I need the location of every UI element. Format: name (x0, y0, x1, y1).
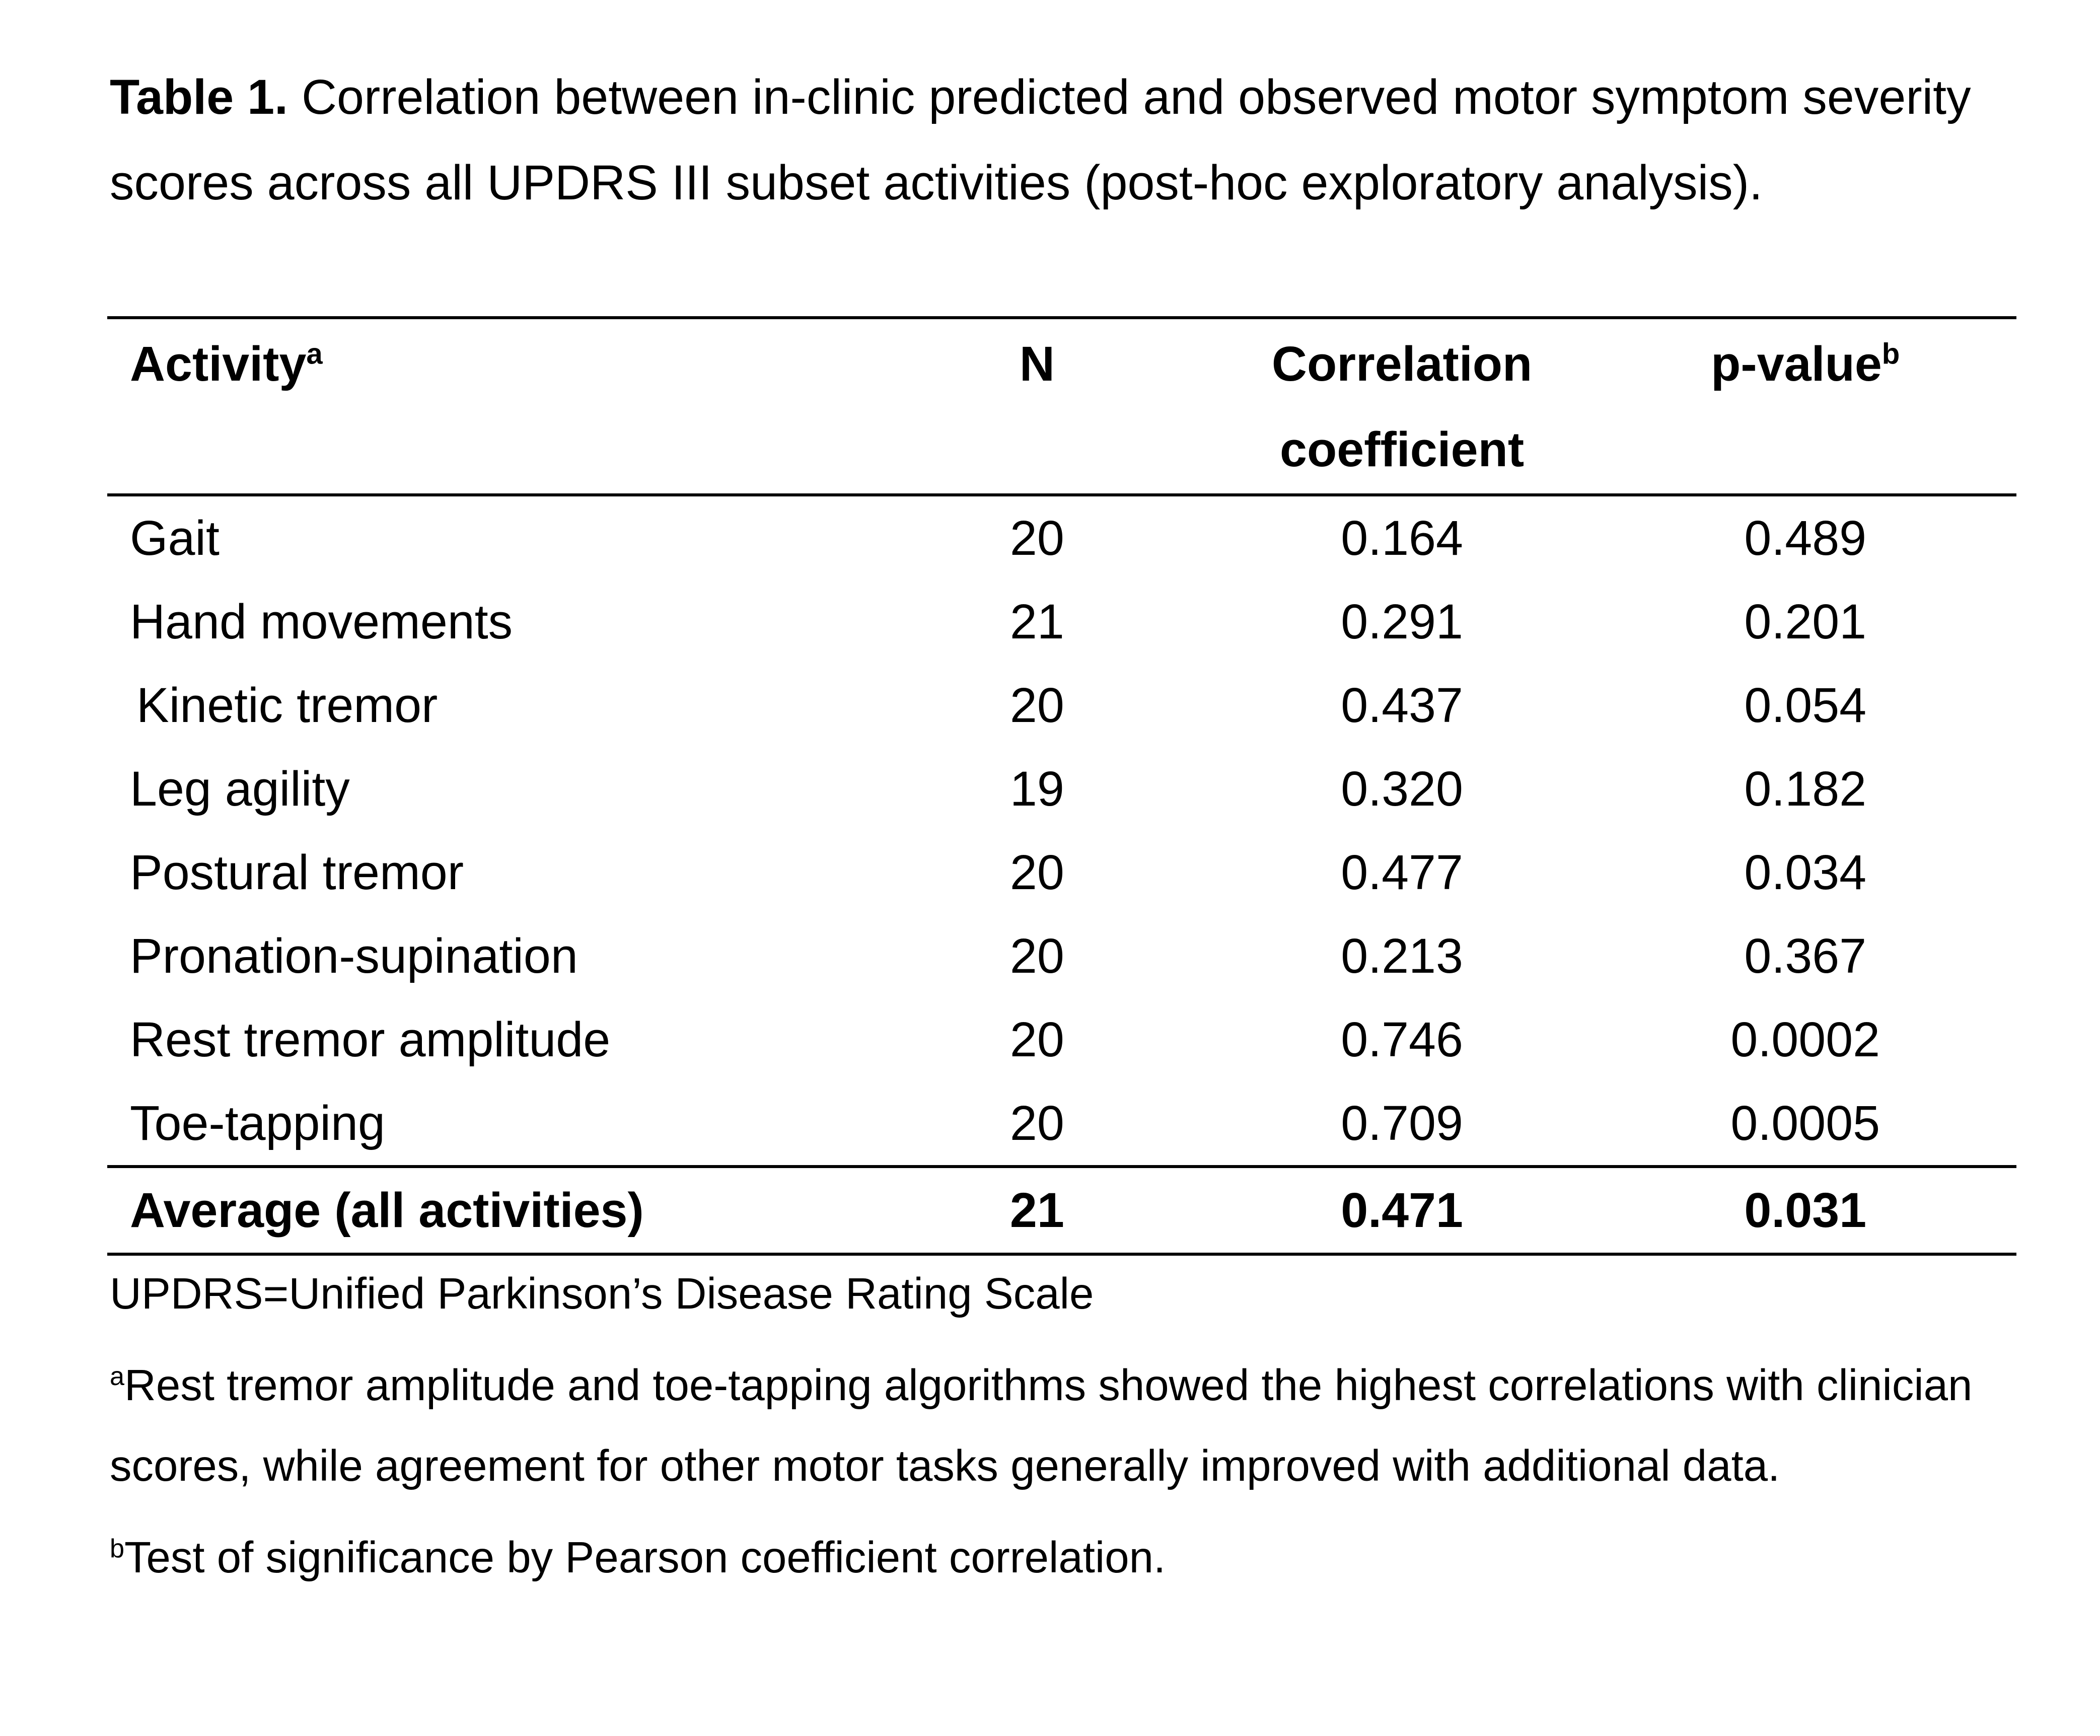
activity-cell: Hand movements (130, 594, 513, 649)
table-row: Gait 20 0.164 0.489 (107, 495, 2016, 580)
n-cell: 20 (1009, 845, 1064, 900)
footnote-a-text: Rest tremor amplitude and toe-tapping al… (110, 1361, 1973, 1490)
table-row: Kinetic tremor 20 0.437 0.054 (107, 664, 2016, 747)
p-value-cell: 0.182 (1744, 761, 1867, 816)
n-cell: 20 (1009, 1012, 1064, 1067)
p-value-cell: 0.034 (1744, 845, 1867, 900)
header-activity-label: Activity (130, 336, 307, 391)
correlation-cell: 0.709 (1341, 1096, 1463, 1150)
average-row: Average (all activities) 21 0.471 0.031 (107, 1167, 2016, 1254)
table-row: Rest tremor amplitude 20 0.746 0.0002 (107, 998, 2016, 1081)
activity-cell: Gait (130, 511, 220, 565)
results-table: Activitya N Correlation coefficient p-val… (107, 316, 2016, 1256)
p-value-cell: 0.0005 (1730, 1096, 1880, 1150)
average-p-value-cell: 0.031 (1744, 1183, 1867, 1238)
header-p-value: p-valueb (1595, 318, 2016, 495)
footnote-marker-b: b (1881, 337, 1900, 371)
header-row: Activitya N Correlation coefficient p-val… (107, 318, 2016, 495)
table-row: Leg agility 19 0.320 0.182 (107, 747, 2016, 831)
activity-cell: Toe-tapping (130, 1096, 385, 1150)
table-summary: Average (all activities) 21 0.471 0.031 (107, 1167, 2016, 1254)
p-value-cell: 0.489 (1744, 511, 1867, 565)
correlation-cell: 0.164 (1341, 511, 1463, 565)
footnote-marker-a: a (306, 337, 323, 371)
activity-cell: Postural tremor (130, 845, 464, 900)
table-caption: Table 1. Correlation between in-clinic p… (110, 54, 2023, 226)
table-header: Activitya N Correlation coefficient p-val… (107, 318, 2016, 495)
n-cell: 20 (1009, 928, 1064, 983)
footnote-a-marker: a (110, 1362, 125, 1391)
correlation-cell: 0.291 (1341, 594, 1463, 649)
activity-cell: Pronation-supination (130, 928, 578, 983)
caption-text: Correlation between in-clinic predicted … (110, 69, 1971, 210)
abbreviation-note: UPDRS=Unified Parkinson’s Disease Rating… (110, 1269, 1094, 1318)
n-cell: 21 (1009, 594, 1064, 649)
table-footnotes: UPDRS=Unified Parkinson’s Disease Rating… (110, 1254, 2033, 1598)
table-row: Hand movements 21 0.291 0.201 (107, 580, 2016, 664)
table-body: Gait 20 0.164 0.489 Hand movements 21 0.… (107, 495, 2016, 1167)
n-cell: 19 (1009, 761, 1064, 816)
table-row: Pronation-supination 20 0.213 0.367 (107, 914, 2016, 998)
header-activity: Activitya (107, 318, 864, 495)
table-row: Toe-tapping 20 0.709 0.0005 (107, 1081, 2016, 1167)
activity-cell: Leg agility (130, 761, 350, 816)
correlation-cell: 0.437 (1341, 678, 1463, 733)
n-cell: 20 (1009, 511, 1064, 565)
header-p-label: p-value (1711, 336, 1882, 391)
footnote-b-text: Test of significance by Pearson coeffici… (124, 1533, 1166, 1582)
n-cell: 20 (1009, 678, 1064, 733)
p-value-cell: 0.054 (1744, 678, 1867, 733)
n-cell: 20 (1009, 1096, 1064, 1150)
activity-cell: Kinetic tremor (136, 678, 438, 733)
header-correlation-line1: Correlation (1271, 336, 1533, 391)
correlation-cell: 0.213 (1341, 928, 1463, 983)
header-correlation: Correlation coefficient (1210, 318, 1595, 495)
footnote-b: bTest of significance by Pearson coeffic… (110, 1517, 2033, 1598)
footnote-b-marker: b (110, 1534, 125, 1563)
table-label: Table 1. (110, 69, 288, 124)
correlation-cell: 0.320 (1341, 761, 1463, 816)
p-value-cell: 0.0002 (1730, 1012, 1880, 1067)
footnote-a: aRest tremor amplitude and toe-tapping a… (110, 1345, 2033, 1506)
p-value-cell: 0.367 (1744, 928, 1867, 983)
correlation-cell: 0.746 (1341, 1012, 1463, 1067)
p-value-cell: 0.201 (1744, 594, 1867, 649)
table-row: Postural tremor 20 0.477 0.034 (107, 831, 2016, 914)
activity-cell: Rest tremor amplitude (130, 1012, 611, 1067)
average-activity-cell: Average (all activities) (130, 1183, 644, 1238)
average-correlation-cell: 0.471 (1341, 1183, 1463, 1238)
correlation-cell: 0.477 (1341, 845, 1463, 900)
header-n: N (1019, 336, 1055, 391)
header-correlation-line2: coefficient (1280, 422, 1525, 477)
average-n-cell: 21 (1009, 1183, 1064, 1238)
